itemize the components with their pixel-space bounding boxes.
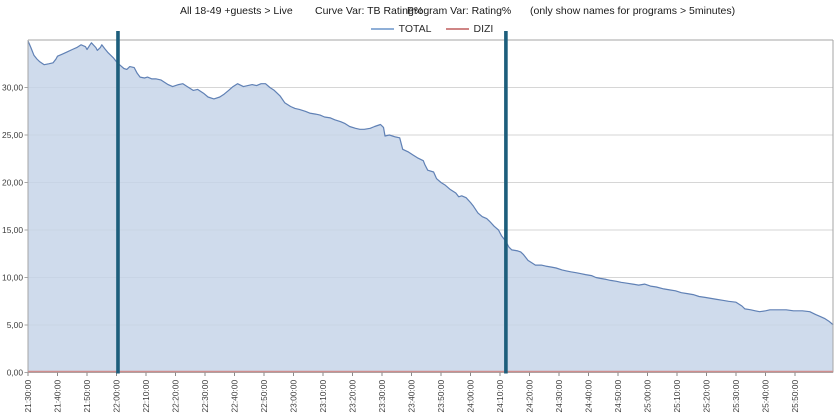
y-tick-label: 25,00 [2,130,23,140]
x-tick-label: 21:50:00 [82,380,92,413]
legend-item-dizi[interactable]: DIZI [445,23,494,35]
x-tick-label: 24:00:00 [466,380,476,413]
x-tick-label: 25:00:00 [643,380,653,413]
x-tick-label: 23:50:00 [436,380,446,413]
note-label: (only show names for programs > 5minutes… [530,5,736,17]
x-tick-label: 22:40:00 [230,380,240,413]
y-tick-label: 20,00 [2,178,23,188]
curve-var-label: Curve Var: TB Rating% [315,5,424,17]
x-tick-label: 23:30:00 [377,380,387,413]
x-tick-label: 23:40:00 [407,380,417,413]
reference-line-241000 [504,31,508,374]
x-tick-label: 22:10:00 [141,380,151,413]
x-tick-label: 22:30:00 [200,380,210,413]
x-tick-label: 21:40:00 [53,380,63,413]
x-tick-label: 24:20:00 [525,380,535,413]
total-line [27,40,834,326]
y-tick-label: 5,00 [7,320,24,330]
total-area [28,40,834,373]
x-tick-label: 25:50:00 [790,380,800,413]
audience-filter-label: All 18-49 +guests > Live [180,5,293,17]
x-tick-label: 23:20:00 [348,380,358,413]
x-tick-label: 24:10:00 [495,380,505,413]
x-tick-label: 23:00:00 [289,380,299,413]
x-tick-label: 22:50:00 [259,380,269,413]
y-tick-label: 30,00 [2,83,23,93]
y-tick-label: 15,00 [2,225,23,235]
x-tick-label: 21:30:00 [23,380,33,413]
x-tick-label: 22:00:00 [112,380,122,413]
x-axis-labels: 21:30:00 21:40:00 21:50:00 22:00:00 22:10:00… [23,372,800,413]
y-tick-label: 0,00 [7,368,24,378]
legend-item-total[interactable]: TOTAL [370,23,432,35]
x-tick-label: 25:20:00 [702,380,712,413]
x-tick-label: 25:10:00 [672,380,682,413]
program-var-label: Program Var: Rating% [407,5,512,17]
dizi-line-swatch [445,28,469,30]
x-tick-label: 24:40:00 [584,380,594,413]
legend: TOTAL DIZI [12,23,840,35]
legend-label-total: TOTAL [398,23,432,35]
x-tick-label: 24:30:00 [554,380,564,413]
y-tick-label: 10,00 [2,273,23,283]
legend-label-dizi: DIZI [473,23,494,35]
x-tick-label: 24:50:00 [613,380,623,413]
x-tick-label: 25:30:00 [731,380,741,413]
x-tick-label: 22:20:00 [171,380,181,413]
x-tick-label: 23:10:00 [318,380,328,413]
reference-line-220000 [116,31,120,374]
total-line-swatch [370,28,394,30]
x-tick-label: 25:40:00 [761,380,771,413]
y-axis-labels: 0,00 5,00 10,00 15,00 20,00 25,00 30,00 [2,83,23,378]
